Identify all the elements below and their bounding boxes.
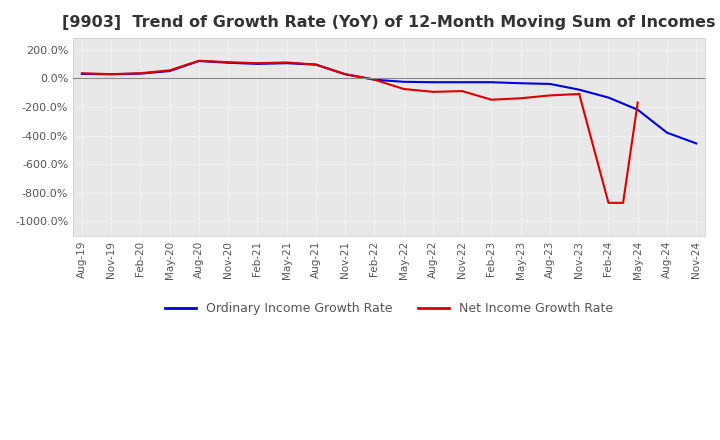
Ordinary Income Growth Rate <box>107 72 115 77</box>
Ordinary Income Growth Rate <box>400 79 408 84</box>
Title: [9903]  Trend of Growth Rate (YoY) of 12-Month Moving Sum of Incomes: [9903] Trend of Growth Rate (YoY) of 12-… <box>63 15 716 30</box>
Ordinary Income Growth Rate <box>458 80 467 85</box>
Net Income Growth Rate <box>575 92 583 97</box>
Net Income Growth Rate <box>634 100 642 105</box>
Ordinary Income Growth Rate <box>634 107 642 112</box>
Ordinary Income Growth Rate <box>136 71 145 76</box>
Net Income Growth Rate <box>604 200 613 205</box>
Legend: Ordinary Income Growth Rate, Net Income Growth Rate: Ordinary Income Growth Rate, Net Income … <box>160 297 618 320</box>
Ordinary Income Growth Rate <box>604 95 613 100</box>
Ordinary Income Growth Rate <box>546 81 554 87</box>
Ordinary Income Growth Rate <box>224 60 233 66</box>
Ordinary Income Growth Rate <box>194 59 203 64</box>
Ordinary Income Growth Rate <box>370 77 379 82</box>
Ordinary Income Growth Rate <box>487 80 496 85</box>
Ordinary Income Growth Rate <box>428 80 437 85</box>
Ordinary Income Growth Rate <box>166 68 174 73</box>
Ordinary Income Growth Rate <box>575 87 583 92</box>
Ordinary Income Growth Rate <box>282 61 291 66</box>
Line: Net Income Growth Rate: Net Income Growth Rate <box>579 94 638 203</box>
Ordinary Income Growth Rate <box>341 72 349 77</box>
Ordinary Income Growth Rate <box>78 71 86 77</box>
Line: Ordinary Income Growth Rate: Ordinary Income Growth Rate <box>82 61 696 143</box>
Ordinary Income Growth Rate <box>253 61 262 66</box>
Ordinary Income Growth Rate <box>662 130 671 135</box>
Ordinary Income Growth Rate <box>516 81 525 86</box>
Ordinary Income Growth Rate <box>692 141 701 146</box>
Net Income Growth Rate <box>618 200 627 205</box>
Ordinary Income Growth Rate <box>312 62 320 67</box>
